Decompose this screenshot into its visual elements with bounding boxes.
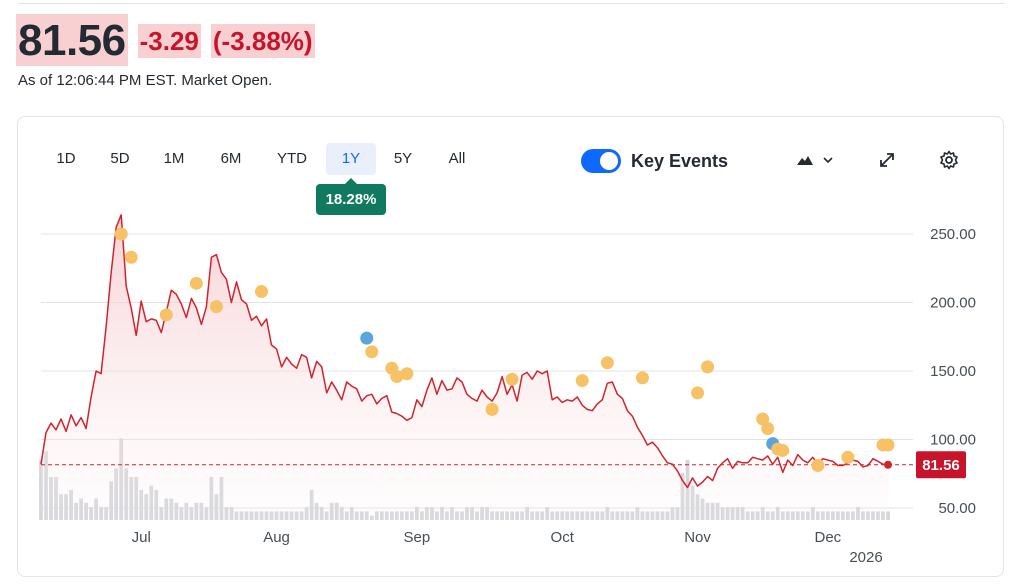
- x-tick-label: Jul: [132, 529, 151, 546]
- mountain-chart-icon: [797, 156, 833, 165]
- current-price: 81.56: [16, 14, 128, 66]
- price-line: [40, 214, 889, 489]
- y-tick-label: 250.00: [930, 226, 976, 243]
- dividend-event-marker: [575, 374, 589, 388]
- chart-card: [17, 116, 1004, 577]
- dividend-event-marker: [761, 422, 775, 436]
- x-tick-label: Oct: [551, 529, 575, 546]
- price-area-fill: [41, 214, 888, 521]
- dividend-event-marker: [811, 459, 825, 473]
- price-change: -3.29: [137, 24, 201, 58]
- range-button-1y[interactable]: 1Y: [326, 143, 376, 175]
- chart-type-selector[interactable]: [792, 146, 838, 174]
- news-event-marker: [360, 331, 374, 345]
- price-change-percent: (-3.88%): [210, 24, 315, 58]
- x-axis-year-label: 2026: [849, 549, 882, 566]
- dividend-event-marker: [841, 450, 855, 464]
- toggle-knob: [600, 152, 618, 170]
- gear-icon: [940, 150, 958, 170]
- dividend-event-marker: [159, 308, 173, 322]
- dividend-event-marker: [635, 371, 649, 385]
- x-tick-label: Nov: [684, 529, 711, 546]
- last-price-tag: 81.56: [916, 451, 966, 479]
- dividend-event-marker: [701, 360, 715, 374]
- dividend-event-marker: [505, 372, 519, 386]
- range-button-1m[interactable]: 1M: [163, 150, 185, 167]
- range-button-1d[interactable]: 1D: [56, 150, 76, 167]
- dividend-event-marker: [209, 300, 223, 314]
- dividend-event-marker: [114, 227, 128, 241]
- range-button-5d[interactable]: 5D: [110, 150, 130, 167]
- key-events-toggle[interactable]: [581, 149, 621, 173]
- dividend-event-marker: [776, 443, 790, 457]
- dividend-event-marker: [881, 438, 895, 452]
- top-divider: [18, 3, 1004, 4]
- quote-header: 81.56 -3.29 (-3.88%): [16, 14, 315, 68]
- last-price-tag-text: 81.56: [922, 457, 960, 474]
- x-tick-label: Dec: [815, 529, 842, 546]
- settings-button[interactable]: [936, 146, 962, 174]
- range-button-5y[interactable]: 5Y: [393, 150, 413, 167]
- dividend-event-marker: [756, 412, 770, 426]
- fullscreen-button[interactable]: [874, 146, 900, 174]
- dividend-event-marker: [365, 345, 379, 359]
- dividend-event-marker: [255, 285, 269, 299]
- range-return-badge: 18.28%: [316, 178, 386, 215]
- y-tick-label: 200.00: [930, 295, 976, 312]
- dividend-event-marker: [485, 402, 499, 416]
- x-tick-label: Sep: [404, 529, 431, 546]
- chevron-down-icon: [823, 157, 833, 164]
- range-button-all[interactable]: All: [448, 150, 466, 167]
- range-button-6m[interactable]: 6M: [220, 150, 242, 167]
- dividend-event-marker: [189, 276, 203, 290]
- dividend-event-marker: [400, 367, 414, 381]
- key-events-label: Key Events: [631, 151, 729, 171]
- dividend-event-marker: [691, 386, 705, 400]
- x-tick-label: Aug: [263, 529, 290, 546]
- last-price-dot: [884, 460, 892, 469]
- y-tick-label: 150.00: [930, 363, 976, 380]
- dividend-event-marker: [600, 356, 614, 370]
- dividend-event-marker: [390, 369, 404, 383]
- quote-timestamp: As of 12:06:44 PM EST. Market Open.: [18, 72, 273, 89]
- y-tick-label: 100.00: [930, 432, 976, 449]
- range-button-ytd[interactable]: YTD: [277, 150, 307, 167]
- expand-icon: [880, 153, 894, 167]
- y-tick-label: 50.00: [938, 500, 976, 517]
- dividend-event-marker: [124, 250, 138, 264]
